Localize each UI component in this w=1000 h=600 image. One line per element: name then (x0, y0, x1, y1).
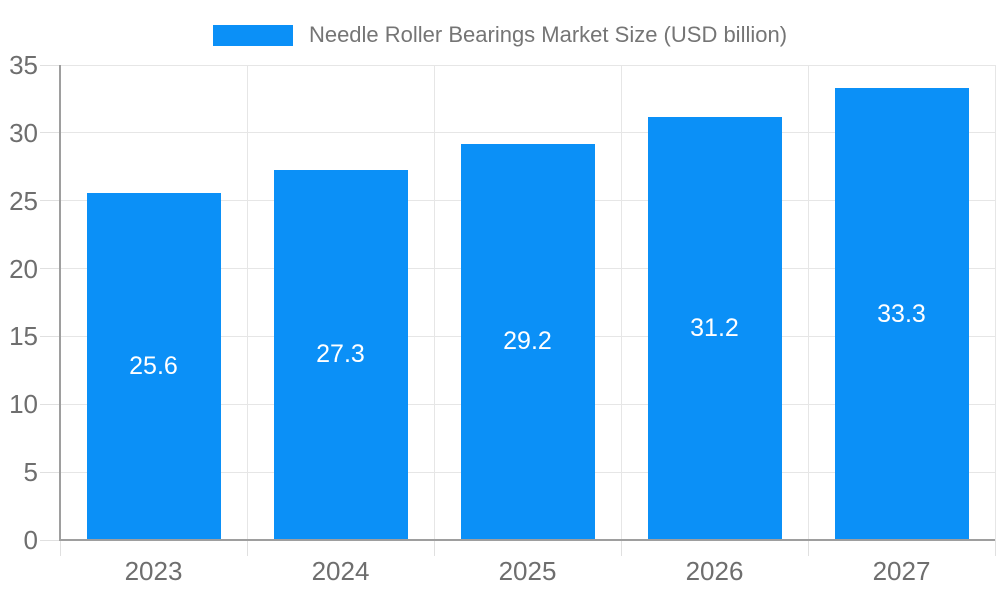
y-axis-tick (40, 132, 60, 134)
horizontal-gridline (60, 64, 995, 66)
bar-2026[interactable]: 31.2 (647, 116, 782, 540)
y-axis-tick (40, 471, 60, 473)
legend[interactable]: Needle Roller Bearings Market Size (USD … (0, 22, 1000, 48)
y-tick-label: 35 (9, 50, 38, 80)
bar-value-label: 33.3 (877, 299, 926, 328)
vertical-gridline (246, 65, 248, 540)
x-axis-line (59, 538, 995, 541)
x-axis-tick (807, 540, 809, 556)
y-tick-label: 10 (9, 389, 38, 420)
x-axis-tick (59, 540, 61, 556)
y-tick-label: 0 (23, 525, 38, 555)
bar-value-label: 29.2 (503, 327, 552, 356)
y-axis-tick (40, 64, 60, 66)
y-tick-label: 15 (9, 321, 38, 352)
legend-label: Needle Roller Bearings Market Size (USD … (308, 22, 788, 47)
vertical-gridline (620, 65, 622, 540)
horizontal-gridline (60, 132, 995, 134)
x-tick-label: 2023 (124, 556, 183, 586)
bar-value-label: 25.6 (129, 351, 178, 380)
y-tick-label: 5 (23, 457, 38, 488)
bar-value-label: 31.2 (690, 313, 739, 342)
bar-2027[interactable]: 33.3 (834, 88, 969, 540)
y-tick-label: 20 (9, 253, 38, 284)
vertical-gridline (807, 65, 809, 540)
x-axis-tick (994, 540, 996, 556)
vertical-gridline (994, 65, 996, 540)
x-tick-label: 2026 (685, 556, 744, 586)
y-axis-tick (40, 268, 60, 270)
y-tick-label: 30 (9, 117, 38, 148)
bar-2024[interactable]: 27.3 (273, 169, 408, 540)
x-tick-label: 2024 (311, 556, 370, 586)
x-axis-tick (246, 540, 248, 556)
y-axis-tick (40, 403, 60, 405)
bar-2025[interactable]: 29.2 (460, 143, 595, 540)
x-tick-label: 2027 (872, 556, 931, 586)
vertical-gridline (433, 65, 435, 540)
bar-value-label: 27.3 (316, 340, 365, 369)
legend-swatch[interactable] (212, 24, 293, 46)
y-axis-tick (40, 335, 60, 337)
x-tick-label: 2025 (498, 556, 557, 586)
y-axis-tick (40, 539, 60, 541)
x-axis-tick (620, 540, 622, 556)
y-tick-label: 25 (9, 185, 38, 216)
x-axis-tick (433, 540, 435, 556)
bar-2023[interactable]: 25.6 (86, 192, 221, 540)
y-axis-tick (40, 200, 60, 202)
y-axis-line (59, 65, 61, 540)
